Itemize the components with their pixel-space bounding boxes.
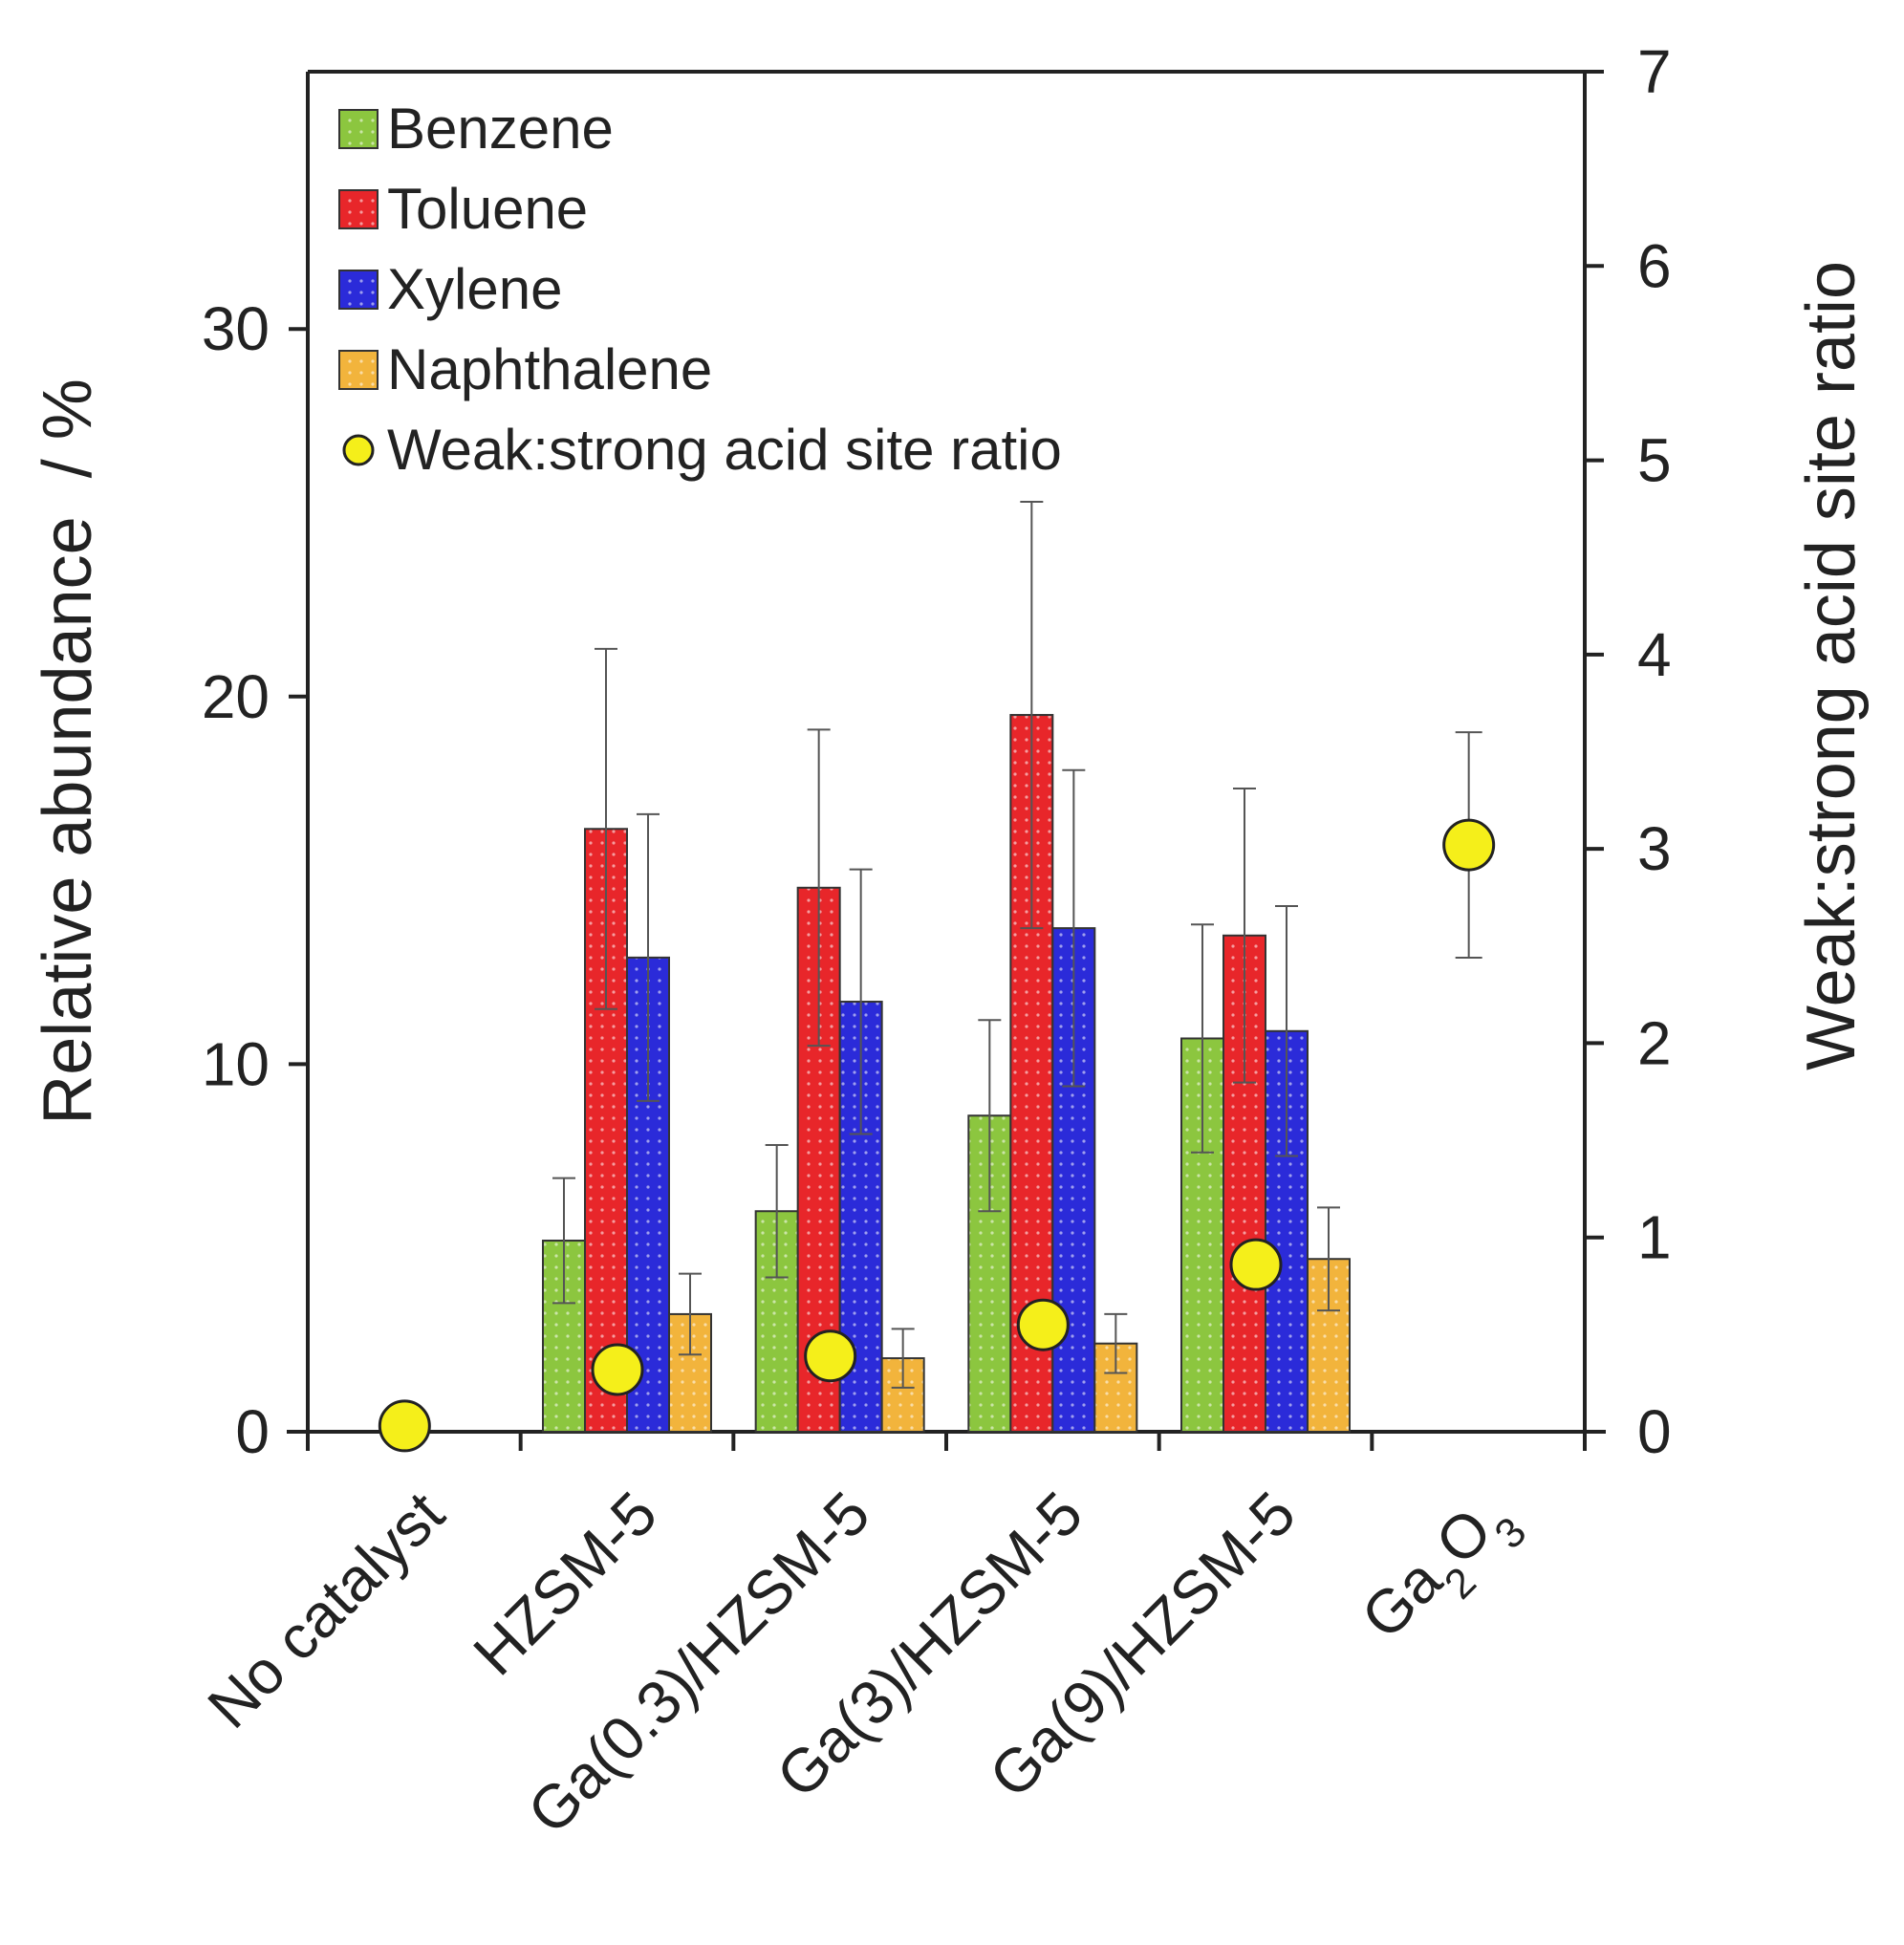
x-category-label: Ga2O3 xyxy=(1348,1479,1535,1666)
x-category-label: No catalyst xyxy=(194,1479,457,1741)
y-axis-title: Relative abundance / % xyxy=(30,378,106,1125)
subscript: 2 xyxy=(1436,1558,1485,1608)
y-tick-label: 30 xyxy=(202,294,270,363)
ratio-point xyxy=(1442,818,1496,872)
y2-tick-label: 5 xyxy=(1637,426,1672,495)
legend-label-toluene: Toluene xyxy=(387,177,588,241)
legend-swatch-ratio xyxy=(342,434,375,466)
bars xyxy=(542,500,1351,1434)
legend-swatch-toluene xyxy=(338,189,379,229)
y2-tick-label: 6 xyxy=(1637,231,1672,300)
subscript: 3 xyxy=(1485,1508,1535,1558)
axes xyxy=(287,70,1606,1451)
y2-tick-label: 1 xyxy=(1637,1203,1672,1272)
y2-axis-title: Weak:strong acid site ratio xyxy=(1793,261,1870,1070)
y-tick-label: 0 xyxy=(235,1397,270,1466)
ratio-point xyxy=(804,1329,857,1383)
legend-swatch-naphthalene xyxy=(338,350,379,390)
ratio-point xyxy=(378,1399,431,1453)
legend-label-ratio: Weak:strong acid site ratio xyxy=(387,418,1062,482)
ratio-points xyxy=(378,731,1496,1453)
legend-swatch-xylene xyxy=(338,270,379,310)
legend-swatch-benzene xyxy=(338,109,379,149)
ratio-point xyxy=(1229,1238,1283,1291)
y-tick-label: 10 xyxy=(202,1029,270,1098)
legend-label-xylene: Xylene xyxy=(387,257,562,321)
legend: Benzene Toluene Xylene Naphthalene Weak:stro… xyxy=(338,97,1062,482)
legend-label-benzene: Benzene xyxy=(387,97,614,161)
legend-label-naphthalene: Naphthalene xyxy=(387,337,712,401)
y-tick-label: 20 xyxy=(202,662,270,731)
x-category-label: HZSM-5 xyxy=(461,1479,670,1688)
y2-tick-label: 2 xyxy=(1637,1008,1672,1077)
y2-tick-label: 0 xyxy=(1637,1397,1672,1466)
y2-tick-label: 4 xyxy=(1637,620,1672,689)
ratio-point xyxy=(1016,1298,1070,1351)
y2-tick-label: 7 xyxy=(1637,37,1672,106)
y2-tick-label: 3 xyxy=(1637,814,1672,883)
ratio-point xyxy=(591,1343,644,1396)
